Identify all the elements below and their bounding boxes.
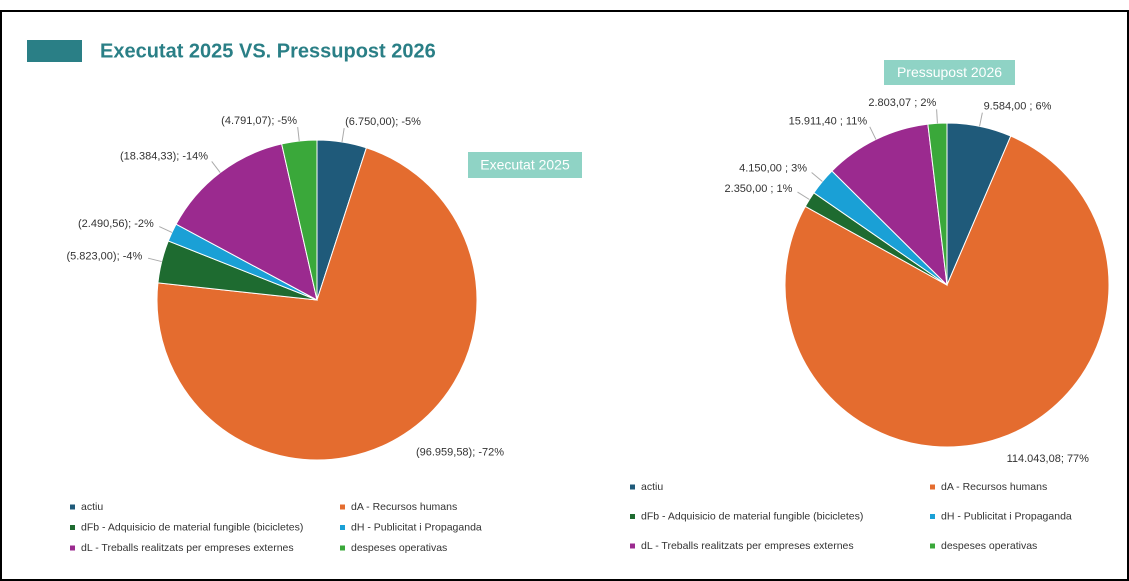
pie-slice xyxy=(156,147,478,461)
legend-label: dH - Publicitat i Propaganda xyxy=(351,521,482,533)
leader-line xyxy=(979,112,983,127)
legend-label: despeses operativas xyxy=(941,540,1037,552)
leader-line xyxy=(936,109,938,124)
legend-swatch xyxy=(630,484,635,490)
pie-slice xyxy=(175,143,318,301)
chart-title-badge xyxy=(468,152,582,178)
pie-slice xyxy=(831,123,948,287)
data-label: (6.750,00); -5% xyxy=(345,116,421,128)
data-label: 9.584,00 ; 6% xyxy=(984,101,1052,113)
legend-label: dH - Publicitat i Propaganda xyxy=(941,510,1072,522)
legend-swatch xyxy=(930,514,935,519)
legend-swatch xyxy=(630,543,635,549)
data-label: (2.490,56); -2% xyxy=(78,218,154,230)
legend-label: dFb - Adquisicio de material fungible (b… xyxy=(81,521,303,533)
data-label: (4.791,07); -5% xyxy=(221,115,297,127)
data-label: 114.043,08; 77% xyxy=(1007,453,1090,465)
data-label: (5.823,00); -4% xyxy=(66,251,142,263)
legend-swatch xyxy=(70,525,75,530)
chart-title-badge xyxy=(884,60,1015,85)
data-label: (18.384,33); -14% xyxy=(120,151,208,163)
leader-line xyxy=(297,127,300,142)
chart-title: Executat 2025 xyxy=(480,157,570,173)
pie-slice xyxy=(927,122,948,286)
chart-title: Pressupost 2026 xyxy=(897,64,1002,80)
leader-line xyxy=(341,128,345,143)
legend-swatch xyxy=(930,484,935,490)
leader-line xyxy=(811,172,823,182)
legend-label: dA - Recursos humans xyxy=(941,481,1047,493)
data-label: 4.150,00 ; 3% xyxy=(739,163,807,175)
data-label: (96.959,58); -72% xyxy=(416,447,504,459)
leader-line xyxy=(159,226,173,233)
data-label: 2.350,00 ; 1% xyxy=(725,183,793,195)
legend-label: dL - Treballs realitzats per empreses ex… xyxy=(641,540,854,552)
pie-slice xyxy=(281,139,318,301)
legend-swatch xyxy=(630,514,635,519)
legend-swatch xyxy=(340,504,345,510)
legend-swatch xyxy=(70,545,75,551)
page-title: Executat 2025 VS. Pressupost 2026 xyxy=(100,40,436,62)
leader-line xyxy=(797,191,810,200)
legend-swatch xyxy=(70,504,75,510)
legend-swatch xyxy=(930,543,935,549)
legend-label: actiu xyxy=(641,481,663,493)
header-bar xyxy=(27,40,82,62)
legend-label: despeses operativas xyxy=(351,542,447,554)
data-label: 15.911,40 ; 11% xyxy=(789,115,868,127)
leader-line xyxy=(147,257,162,263)
pie-slice xyxy=(784,135,1110,448)
legend-swatch xyxy=(340,525,345,530)
legend-label: actiu xyxy=(81,501,103,513)
legend-label: dFb - Adquisicio de material fungible (b… xyxy=(641,510,863,522)
leader-line xyxy=(869,126,877,140)
legend-label: dA - Recursos humans xyxy=(351,501,457,513)
legend-swatch xyxy=(340,545,345,551)
leader-line xyxy=(211,161,221,173)
legend-label: dL - Treballs realitzats per empreses ex… xyxy=(81,542,294,554)
data-label: 2.803,07 ; 2% xyxy=(868,97,936,109)
